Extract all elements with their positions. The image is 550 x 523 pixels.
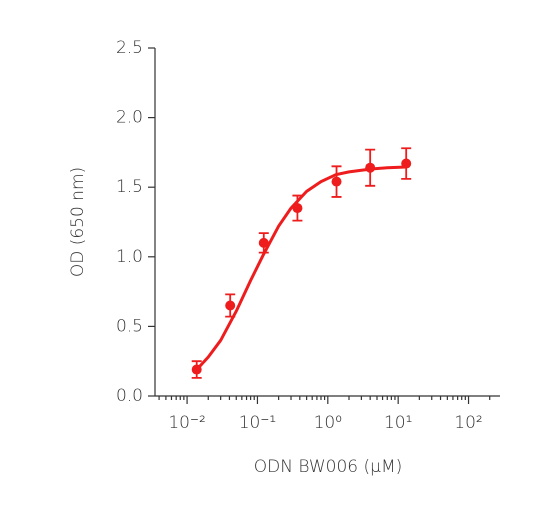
y-axis-label: OD (650 nm)	[68, 167, 88, 277]
x-tick-label: 10²	[454, 413, 482, 433]
data-point	[331, 176, 342, 187]
data-point	[365, 162, 376, 173]
y-tick-label: 2.5	[116, 38, 143, 58]
y-tick-label: 0.0	[116, 386, 143, 406]
x-tick-label: 10⁻¹	[239, 413, 276, 433]
x-tick-label: 10⁰	[314, 413, 342, 433]
data-point	[225, 300, 236, 311]
fit-curve	[195, 165, 407, 371]
data-point	[401, 158, 412, 169]
x-tick-label: 10¹	[384, 413, 412, 433]
y-tick-label: 2.0	[116, 108, 143, 128]
x-tick-label: 10⁻²	[168, 413, 205, 433]
data-point	[292, 203, 303, 214]
x-axis-label: ODN BW006 (μM)	[254, 457, 403, 477]
data-point	[191, 364, 202, 375]
y-tick-label: 1.5	[116, 177, 143, 197]
data-point	[258, 237, 269, 248]
y-tick-label: 0.5	[116, 316, 143, 336]
y-tick-label: 1.0	[116, 247, 143, 267]
